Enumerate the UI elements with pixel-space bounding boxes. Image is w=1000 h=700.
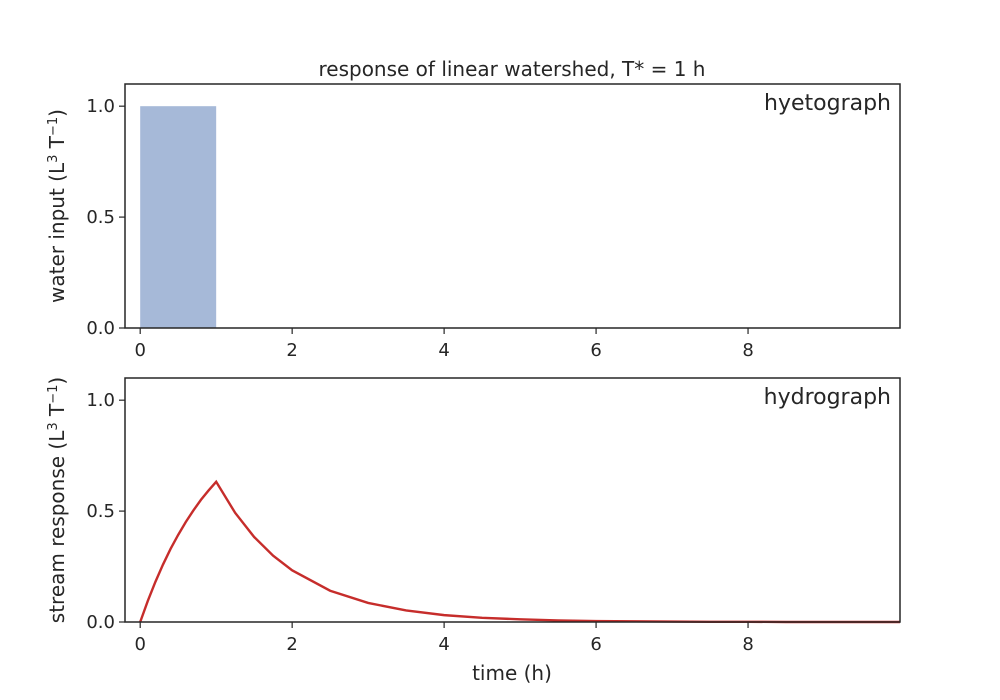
hyetograph-y-label-main: water input (L <box>45 162 69 303</box>
hydrograph-line <box>139 479 900 624</box>
hyetograph-y-label-mid: T <box>45 135 69 154</box>
hyetograph-frame <box>124 83 901 329</box>
hydrograph-y-label-sup2: −1 <box>46 385 61 404</box>
hyetograph-x-tick-label: 8 <box>742 340 753 361</box>
hydrograph-frame <box>124 377 901 623</box>
hyetograph-x-ticks: 0 2 4 6 8 <box>134 328 754 361</box>
hydrograph-panel: 0 2 4 6 8 0.0 0.5 1.0 hydrograph stream respon… <box>45 377 901 685</box>
hydrograph-x-tick-label: 4 <box>438 634 449 655</box>
hyetograph-y-tick-label: 0.5 <box>86 207 115 228</box>
hydrograph-y-tick-label: 0.0 <box>86 612 115 633</box>
hyetograph-x-tick-label: 0 <box>134 340 145 361</box>
hydrograph-y-tick-label: 1.0 <box>86 390 115 411</box>
hyetograph-label: hyetograph <box>764 91 891 116</box>
hyetograph-y-label-sup1: 3 <box>46 155 61 163</box>
hyetograph-panel: 0 2 4 6 8 0.0 0.5 1.0 hyetograph water input (… <box>45 83 901 361</box>
hyetograph-y-tick-label: 0.0 <box>86 318 115 339</box>
hydrograph-x-tick-label: 6 <box>590 634 601 655</box>
hyetograph-x-tick-label: 4 <box>438 340 449 361</box>
hyetograph-y-label-sup2: −1 <box>46 117 61 136</box>
hydrograph-y-label: stream response (L3 T−1) <box>45 377 69 623</box>
hyetograph-bars <box>140 106 217 328</box>
hydrograph-x-tick-label: 8 <box>742 634 753 655</box>
hydrograph-y-ticks: 0.0 0.5 1.0 <box>86 390 125 633</box>
hydrograph-x-ticks: 0 2 4 6 8 <box>134 622 754 655</box>
hydrograph-y-tick-label: 0.5 <box>86 501 115 522</box>
hydrograph-y-label-sup1: 3 <box>46 422 61 430</box>
chart-title: response of linear watershed, T* = 1 h <box>318 57 705 81</box>
hydrograph-x-tick-label: 2 <box>286 634 297 655</box>
hyetograph-y-label: water input (L3 T−1) <box>45 109 69 303</box>
hydrograph-y-label-main: stream response (L <box>45 430 69 623</box>
hydrograph-x-tick-label: 0 <box>134 634 145 655</box>
hyetograph-y-ticks: 0.0 0.5 1.0 <box>86 96 125 339</box>
hydrograph-x-label: time (h) <box>472 661 552 685</box>
hyetograph-bar <box>140 106 217 328</box>
hyetograph-y-label-end: ) <box>45 109 69 117</box>
hydrograph-y-label-end: ) <box>45 377 69 385</box>
hyetograph-x-tick-label: 2 <box>286 340 297 361</box>
hyetograph-y-tick-label: 1.0 <box>86 96 115 117</box>
hydrograph-label: hydrograph <box>764 385 891 410</box>
hydrograph-y-label-mid: T <box>45 403 69 422</box>
hyetograph-x-tick-label: 6 <box>590 340 601 361</box>
